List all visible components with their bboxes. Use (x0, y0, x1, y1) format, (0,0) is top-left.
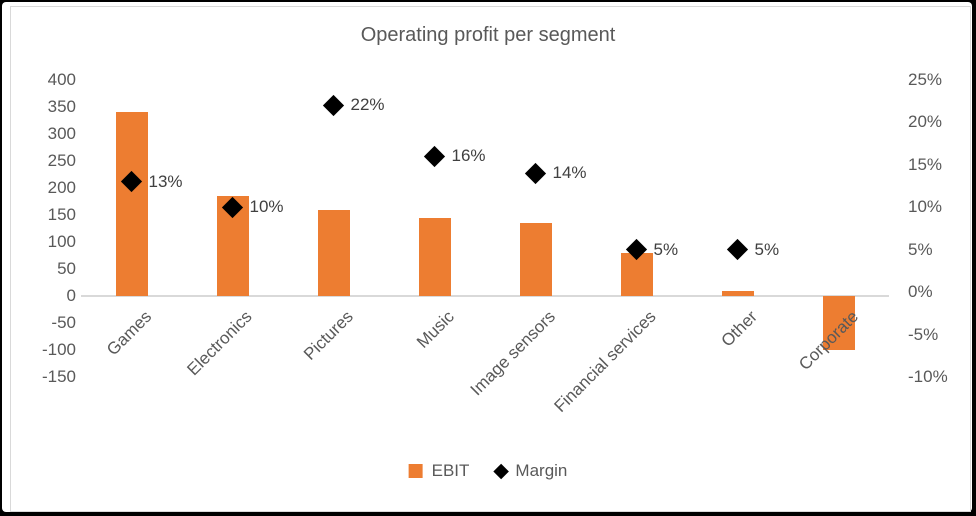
left-axis-tick: 300 (47, 124, 76, 143)
margin-data-label: 22% (350, 95, 385, 115)
legend-label-margin: Margin (515, 461, 568, 480)
margin-marker-icon (524, 162, 547, 184)
legend: EBIT Margin (408, 461, 568, 481)
legend-item-ebit: EBIT (408, 461, 470, 481)
category-label-pictures: Pictures (300, 307, 357, 364)
right-axis-tick: 5% (908, 239, 933, 259)
ebit-bar-pictures (317, 209, 350, 296)
left-axis-tick: 150 (47, 205, 76, 224)
right-axis-tick: 0% (908, 282, 933, 302)
left-axis-tick: 50 (57, 259, 76, 278)
category-label-music: Music (413, 307, 458, 352)
left-axis-tick: -100 (41, 340, 76, 359)
margin-data-label: 14% (552, 163, 587, 183)
left-axis-tick: -150 (41, 367, 76, 386)
right-axis-tick: 15% (908, 154, 943, 174)
left-axis-tick: 0 (66, 286, 76, 305)
left-axis-tick: 400 (47, 70, 76, 89)
margin-data-label: 5% (653, 239, 679, 259)
zero-axis-line (81, 295, 889, 297)
margin-swatch-icon (493, 463, 509, 479)
right-axis-tick: 25% (908, 70, 943, 89)
left-axis-tick: 200 (47, 178, 76, 197)
ebit-bar-corporate (822, 296, 855, 350)
margin-marker-icon (322, 94, 345, 117)
right-axis-tick: 20% (908, 112, 943, 132)
margin-data-label: 16% (451, 146, 486, 166)
category-label-image-sensors: Image sensors (466, 307, 559, 400)
margin-data-label: 13% (148, 171, 183, 191)
margin-marker-icon (726, 239, 749, 261)
category-label-games: Games (102, 307, 155, 360)
left-axis-tick: 250 (47, 151, 76, 170)
legend-item-margin: Margin (493, 461, 568, 481)
category-label-financial-services: Financial services (550, 307, 660, 416)
margin-data-label: 5% (754, 239, 780, 259)
right-axis-tick: 10% (908, 197, 943, 217)
chart-title: Operating profit per segment (360, 24, 616, 46)
ebit-bar-image-sensors (519, 223, 552, 296)
category-label-electronics: Electronics (183, 307, 256, 380)
left-axis-tick: 350 (47, 97, 76, 116)
margin-marker-icon (423, 145, 446, 167)
ebit-swatch-icon (408, 464, 423, 478)
ebit-bar-other (721, 290, 754, 296)
legend-label-ebit: EBIT (431, 461, 470, 480)
left-axis-tick: 100 (47, 232, 76, 251)
left-axis-tick: -50 (51, 313, 76, 332)
right-axis-tick: -10% (908, 367, 948, 386)
ebit-bar-music (418, 217, 451, 296)
margin-data-label: 10% (249, 197, 284, 217)
right-axis-tick: -5% (908, 324, 939, 344)
category-label-other: Other (717, 307, 761, 351)
ebit-bar-games (115, 112, 148, 296)
